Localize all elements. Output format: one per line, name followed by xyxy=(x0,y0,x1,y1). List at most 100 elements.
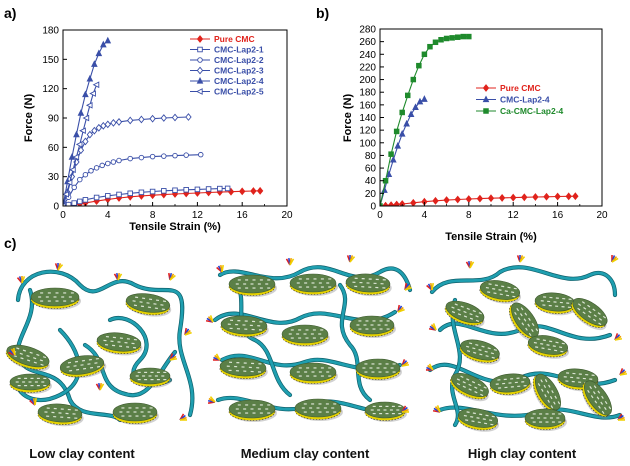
clay-pattern-dot xyxy=(535,328,539,332)
clay-pattern-dot xyxy=(517,317,521,321)
clay-pattern-dot xyxy=(469,313,473,316)
clay-pattern-dot xyxy=(597,390,601,394)
clay-pattern-dot xyxy=(463,414,467,417)
clay-pattern-dot xyxy=(570,376,574,379)
data-point xyxy=(86,74,94,82)
clay-pattern-dot xyxy=(251,328,255,331)
data-point xyxy=(432,39,439,46)
clay-pattern-dot xyxy=(311,371,315,373)
y-tick-label: 100 xyxy=(359,138,376,149)
clay-pattern-dot xyxy=(391,413,395,415)
data-point xyxy=(460,33,467,40)
legend-label: CMC-Lap2-5 xyxy=(214,87,264,97)
clay-pattern-dot xyxy=(385,405,389,407)
data-point xyxy=(72,153,80,161)
clay-pattern-dot xyxy=(354,285,358,288)
clay-pattern-dot xyxy=(589,378,593,380)
carboxyl-end-group xyxy=(611,254,619,263)
clay-pattern-dot xyxy=(244,328,248,330)
data-point xyxy=(82,197,89,203)
clay-platelet xyxy=(524,408,567,431)
clay-pattern-dot xyxy=(69,369,73,372)
clay-pattern-dot xyxy=(306,286,310,288)
clay-pattern-dot xyxy=(237,404,241,406)
clay-pattern-dot xyxy=(43,385,47,387)
clay-pattern-dot xyxy=(565,380,569,382)
clay-pattern-dot xyxy=(305,337,309,339)
clay-pattern-dot xyxy=(553,401,556,405)
y-tick-label: 60 xyxy=(48,143,60,154)
carboxyl-end-group xyxy=(428,323,437,331)
legend-marker xyxy=(196,35,204,43)
carboxyl-end-group xyxy=(16,275,26,284)
legend-label: Ca-CMC-Lap2-4 xyxy=(500,106,564,116)
data-point xyxy=(71,184,77,191)
clay-pattern-dot xyxy=(601,395,604,399)
clay-pattern-dot xyxy=(485,286,489,289)
clay-pattern-dot xyxy=(466,378,470,381)
x-axis-title-a: Tensile Strain (%) xyxy=(129,221,221,233)
clay-pattern-dot xyxy=(73,365,77,367)
clay-pattern-dot xyxy=(352,281,356,283)
clay-pattern-dot xyxy=(298,329,302,331)
clay-pattern-dot xyxy=(256,367,260,369)
y-tick-label: 180 xyxy=(359,88,376,99)
data-point xyxy=(99,40,107,48)
carboxyl-end-group xyxy=(401,405,410,413)
clay-pattern-dot xyxy=(530,417,534,419)
clay-pattern-dot xyxy=(66,366,70,368)
clay-pattern-dot xyxy=(133,411,137,413)
data-point xyxy=(389,155,397,163)
clay-pattern-dot xyxy=(383,409,387,411)
schematic-high-clay xyxy=(425,254,628,432)
end-group-stroke xyxy=(215,353,221,361)
clay-pattern-dot xyxy=(296,371,300,373)
clay-pattern-dot xyxy=(542,304,546,306)
clay-pattern-dot xyxy=(477,383,481,387)
clay-pattern-dot xyxy=(476,417,480,419)
clay-pattern-dot xyxy=(379,328,383,330)
clay-pattern-dot xyxy=(547,399,550,403)
clay-pattern-dot xyxy=(490,352,494,355)
clay-pattern-dot xyxy=(376,367,380,369)
x-tick-label: 8 xyxy=(150,210,156,221)
clay-pattern-dot xyxy=(34,381,38,383)
clay-pattern-dot xyxy=(36,385,40,387)
end-group-stroke xyxy=(469,261,475,269)
clay-pattern-dot xyxy=(309,407,313,409)
clay-pattern-dot xyxy=(148,375,152,377)
clay-pattern-dot xyxy=(259,279,263,281)
clay-pattern-dot xyxy=(156,371,160,373)
clay-pattern-dot xyxy=(528,332,532,337)
clay-pattern-dot xyxy=(523,385,527,387)
clay-pattern-dot xyxy=(29,351,33,354)
clay-pattern-dot xyxy=(383,367,387,369)
clay-pattern-dot xyxy=(243,408,247,410)
carboxyl-end-group xyxy=(432,405,441,413)
end-group-stroke xyxy=(12,347,16,356)
clay-pattern-dot xyxy=(593,385,597,389)
clay-pattern-dot xyxy=(475,343,479,346)
clay-pattern-dot xyxy=(542,339,546,342)
clay-pattern-dot xyxy=(587,315,591,318)
clay-pattern-dot xyxy=(235,323,239,326)
clay-pattern-dot xyxy=(267,279,271,281)
series-2 xyxy=(63,151,204,206)
clay-pattern-dot xyxy=(385,363,389,365)
clay-pattern-dot xyxy=(530,328,534,333)
x-tick-label: 0 xyxy=(60,210,66,221)
clay-pattern-dot xyxy=(519,313,523,317)
clay-pattern-dot xyxy=(258,363,262,365)
clay-pattern-dot xyxy=(257,325,261,327)
clay-pattern-dot xyxy=(139,301,143,303)
clay-pattern-dot xyxy=(245,412,249,414)
clay-pattern-dot xyxy=(551,390,554,394)
legend-marker xyxy=(197,57,203,63)
clay-pattern-dot xyxy=(457,308,461,311)
clay-pattern-dot xyxy=(132,300,136,302)
clay-pattern-dot xyxy=(563,376,567,378)
end-group-stroke xyxy=(432,323,437,331)
clay-pattern-dot xyxy=(237,287,241,289)
carboxyl-end-group xyxy=(425,363,434,371)
clay-pattern-dot xyxy=(492,288,496,290)
